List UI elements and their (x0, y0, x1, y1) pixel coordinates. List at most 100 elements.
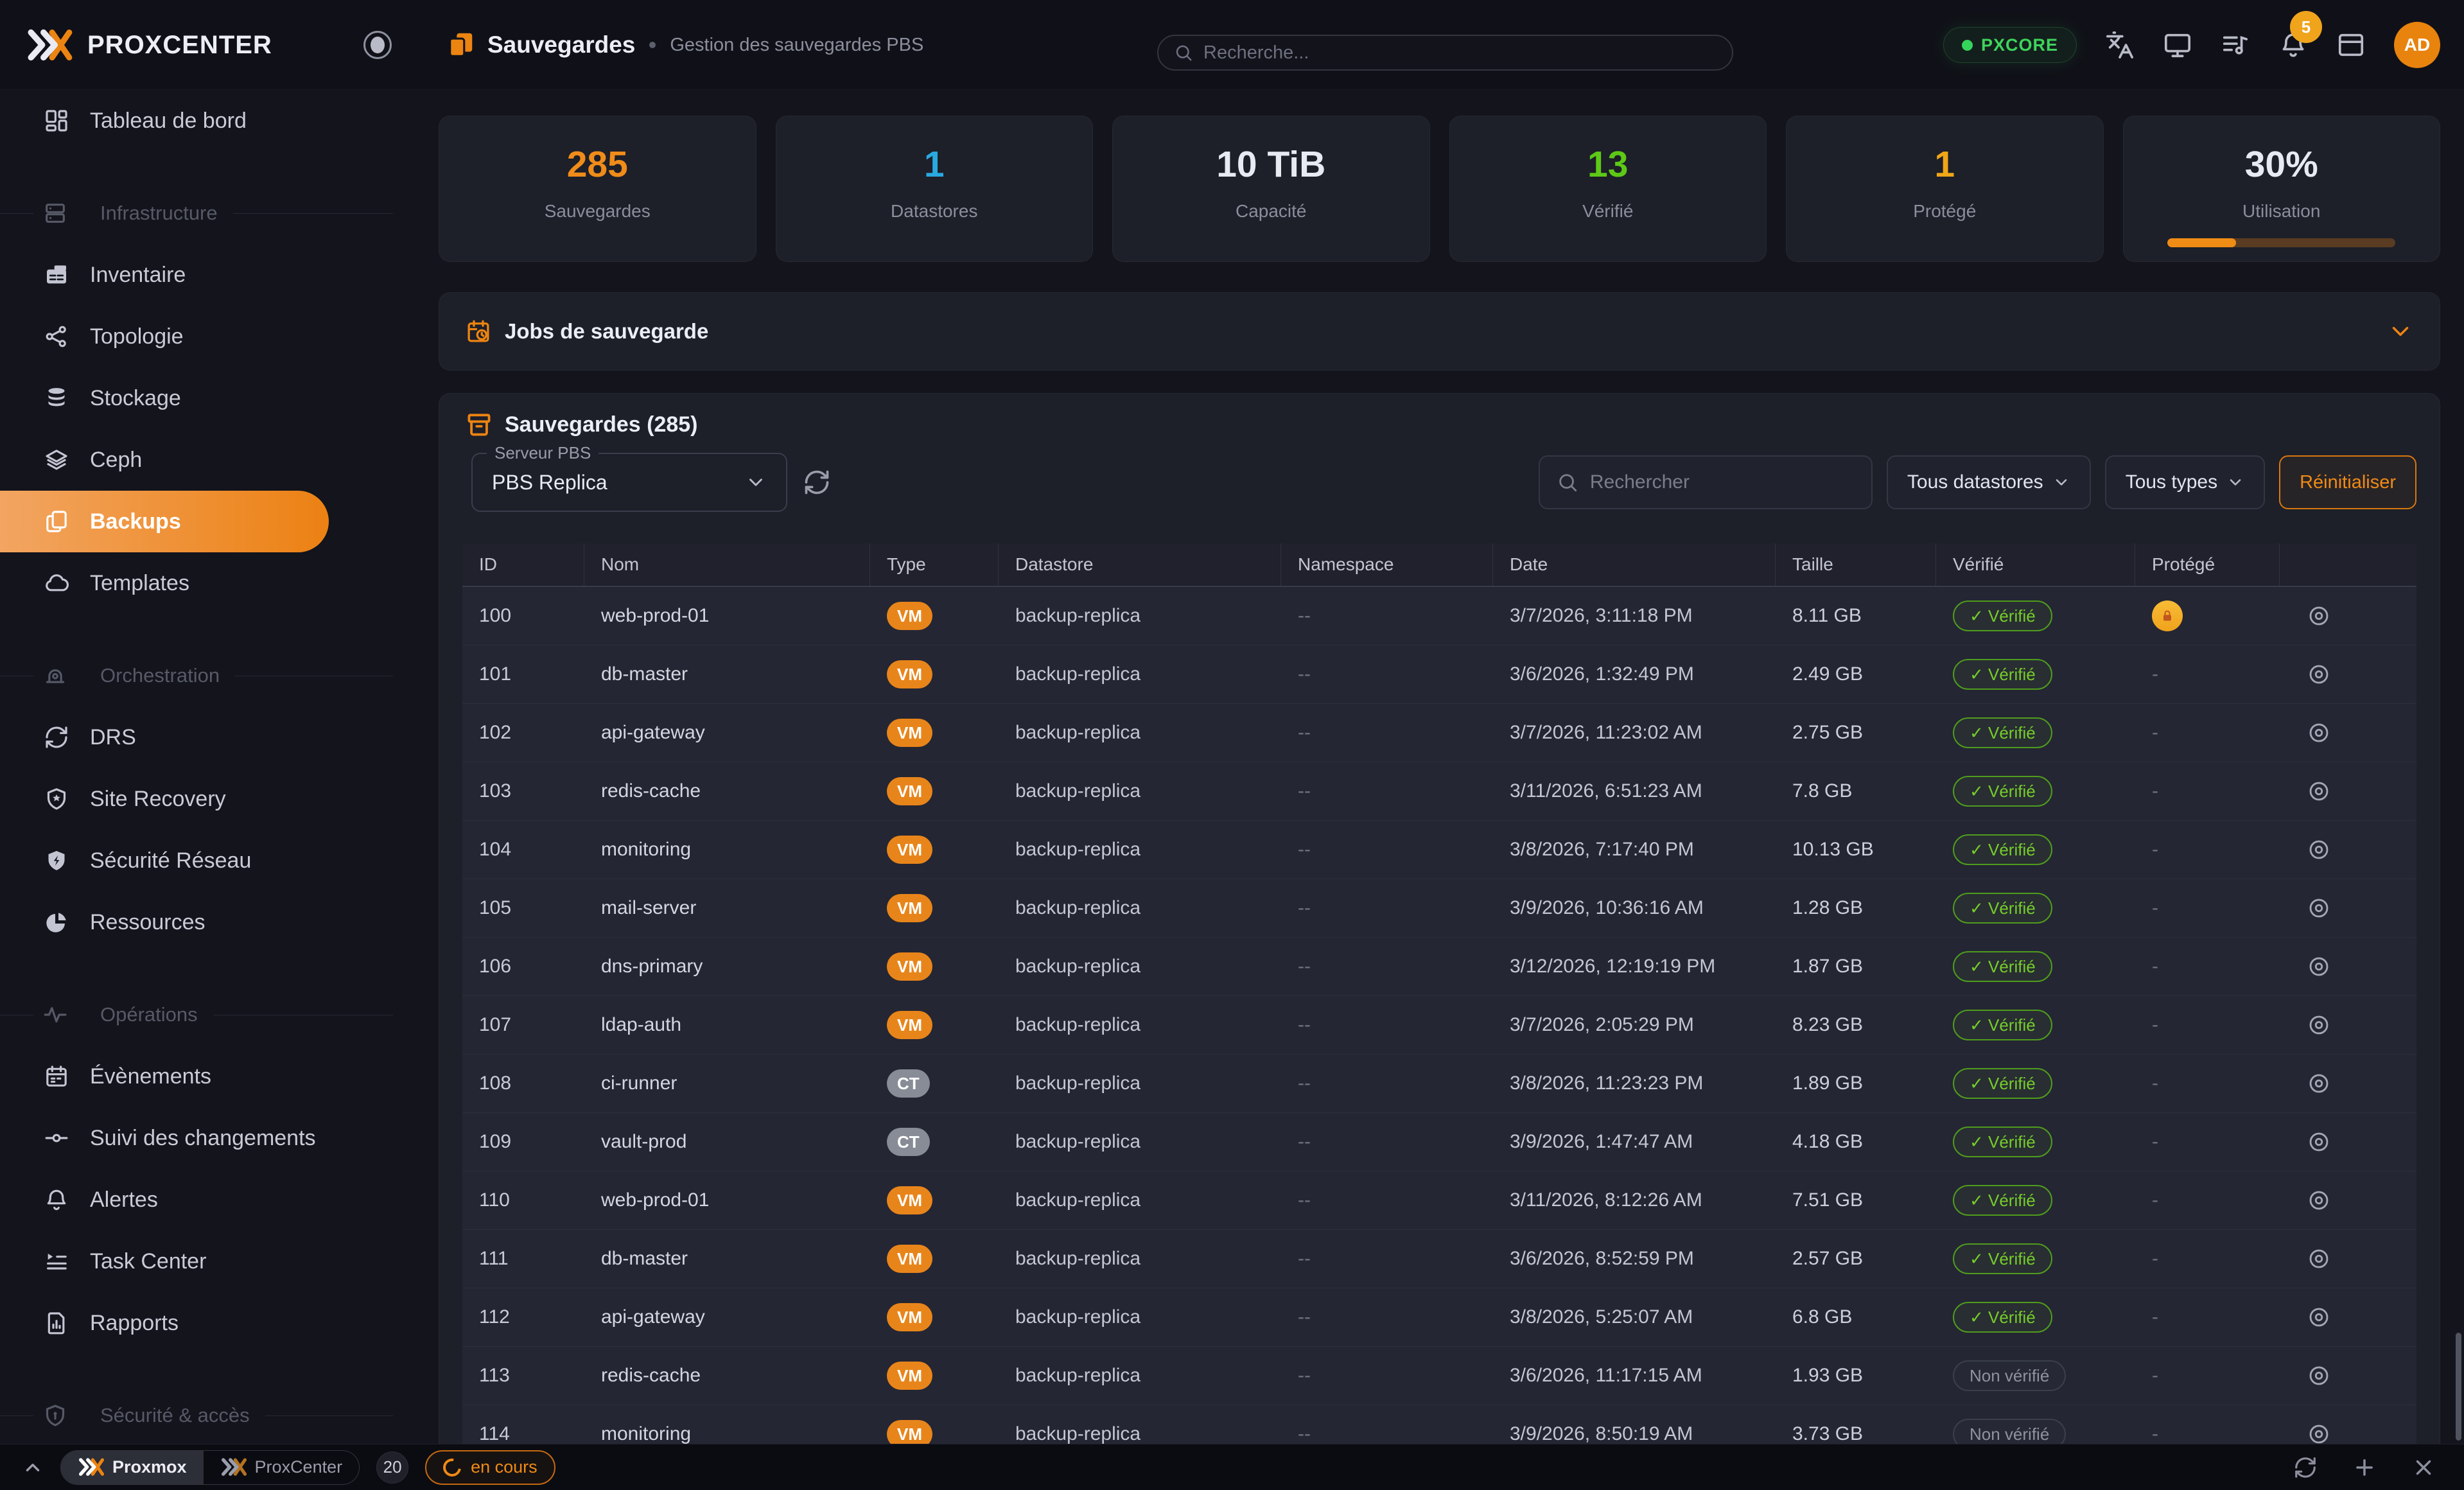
pbs-server-select[interactable]: Serveur PBS PBS Replica (471, 453, 787, 512)
table-row[interactable]: 105mail-serverVMbackup-replica--3/9/2026… (462, 879, 2416, 938)
sidebar-item-backups[interactable]: Backups (0, 491, 329, 552)
table-search[interactable] (1539, 455, 1873, 509)
table-row[interactable]: 109vault-prodCTbackup-replica--3/9/2026,… (462, 1113, 2416, 1171)
user-avatar[interactable]: AD (2394, 22, 2440, 68)
console-tab-proxmox[interactable]: Proxmox (61, 1451, 204, 1484)
type-badge: CT (887, 1128, 930, 1156)
sidebar-item-suivi-des-changements[interactable]: Suivi des changements (0, 1107, 424, 1169)
eye-icon[interactable] (2307, 1363, 2331, 1388)
table-row[interactable]: 111db-masterVMbackup-replica--3/6/2026, … (462, 1230, 2416, 1288)
eye-icon[interactable] (2307, 954, 2331, 979)
cell-datastore: backup-replica (999, 821, 1281, 879)
sidebar-item-stockage[interactable]: Stockage (0, 367, 424, 429)
eye-icon[interactable] (2307, 1188, 2331, 1213)
sidebar-item-topologie[interactable]: Topologie (0, 306, 424, 367)
cell-name: dns-primary (584, 938, 870, 995)
plus-icon[interactable] (2352, 1455, 2377, 1480)
sidebar-item-label: Inventaire (90, 263, 186, 288)
table-row[interactable]: 113redis-cacheVMbackup-replica--3/6/2026… (462, 1347, 2416, 1405)
notifications-bell-icon[interactable]: 5 (2278, 30, 2308, 60)
eye-icon[interactable] (2307, 721, 2331, 745)
table-row[interactable]: 104monitoringVMbackup-replica--3/8/2026,… (462, 821, 2416, 879)
sidebar-item-templates[interactable]: Templates (0, 552, 424, 614)
table-row[interactable]: 100web-prod-01VMbackup-replica--3/7/2026… (462, 587, 2416, 645)
stat-value: 30% (2245, 143, 2318, 186)
close-icon[interactable] (2411, 1455, 2436, 1480)
verified-badge: ✓ Vérifié (1953, 1126, 2052, 1157)
eye-icon[interactable] (2307, 662, 2331, 687)
table-row[interactable]: 112api-gatewayVMbackup-replica--3/8/2026… (462, 1288, 2416, 1347)
eye-icon[interactable] (2307, 1305, 2331, 1329)
eye-icon[interactable] (2307, 1247, 2331, 1271)
cell-datastore: backup-replica (999, 879, 1281, 937)
refresh-icon[interactable] (803, 468, 831, 496)
eye-icon[interactable] (2307, 896, 2331, 920)
table-search-input[interactable] (1590, 471, 1855, 493)
cell-protected: - (2135, 1347, 2280, 1405)
cell-namespace: -- (1281, 821, 1493, 879)
cell-name: ci-runner (584, 1055, 870, 1112)
global-search-input[interactable] (1203, 42, 1717, 64)
siterecovery-icon (44, 786, 69, 812)
cell-protected: - (2135, 1288, 2280, 1346)
table-row[interactable]: 108ci-runnerCTbackup-replica--3/8/2026, … (462, 1055, 2416, 1113)
sidebar-item-label: Évènements (90, 1064, 211, 1089)
eye-icon[interactable] (2307, 1130, 2331, 1154)
sidebar-item-site-recovery[interactable]: Site Recovery (0, 768, 424, 830)
type-filter-dropdown[interactable]: Tous types (2105, 455, 2265, 509)
global-search[interactable] (1157, 35, 1733, 71)
panel-layout-icon[interactable] (2336, 30, 2366, 60)
cell-name: ldap-auth (584, 996, 870, 1054)
sidebar-item-ressources[interactable]: Ressources (0, 891, 424, 953)
sidebar-item--v-nements[interactable]: Évènements (0, 1046, 424, 1107)
sidebar-item-inventaire[interactable]: Inventaire (0, 244, 424, 306)
table-row[interactable]: 107ldap-authVMbackup-replica--3/7/2026, … (462, 996, 2416, 1055)
chevron-down-icon (2052, 473, 2070, 491)
scrollbar-thumb[interactable] (2456, 1333, 2461, 1441)
sidebar-item-alertes[interactable]: Alertes (0, 1169, 424, 1231)
table-row[interactable]: 106dns-primaryVMbackup-replica--3/12/202… (462, 938, 2416, 996)
sidebar-item-task-center[interactable]: Task Center (0, 1231, 424, 1292)
datastore-filter-dropdown[interactable]: Tous datastores (1887, 455, 2091, 509)
refresh-icon[interactable] (2293, 1455, 2318, 1480)
in-progress-chip[interactable]: en cours (425, 1450, 555, 1485)
cell-name: db-master (584, 1230, 870, 1288)
sidebar-item-s-curit-r-seau[interactable]: Sécurité Réseau (0, 830, 424, 891)
eye-icon[interactable] (2307, 837, 2331, 862)
cell-name: api-gateway (584, 1288, 870, 1346)
app-logo: PROXCENTER (26, 0, 272, 90)
task-count-badge[interactable]: 20 (376, 1451, 408, 1484)
sidebar-collapse-toggle[interactable] (363, 31, 392, 59)
cell-namespace: -- (1281, 879, 1493, 937)
pxcore-status-chip[interactable]: PXCORE (1943, 27, 2077, 63)
eye-icon[interactable] (2307, 1071, 2331, 1096)
table-row[interactable]: 110web-prod-01VMbackup-replica--3/11/202… (462, 1171, 2416, 1230)
cell-id: 113 (462, 1347, 584, 1405)
sidebar-item-rapports[interactable]: Rapports (0, 1292, 424, 1354)
language-icon[interactable] (2105, 30, 2135, 60)
monitor-icon[interactable] (2163, 30, 2192, 60)
eye-icon[interactable] (2307, 1422, 2331, 1446)
task-log-icon[interactable] (2221, 30, 2250, 60)
operations-icon (42, 1002, 68, 1028)
column-header-taille: Taille (1776, 543, 1936, 586)
cell-datastore: backup-replica (999, 1171, 1281, 1229)
sidebar-section-orchestration: Orchestration (0, 645, 424, 706)
table-row[interactable]: 101db-masterVMbackup-replica--3/6/2026, … (462, 645, 2416, 704)
cell-id: 110 (462, 1171, 584, 1229)
sidebar-item-ceph[interactable]: Ceph (0, 429, 424, 491)
eye-icon[interactable] (2307, 779, 2331, 803)
sidebar-item-drs[interactable]: DRS (0, 706, 424, 768)
chevron-up-icon[interactable] (22, 1457, 44, 1478)
sidebar-item-tableau-de-bord[interactable]: Tableau de bord (0, 90, 424, 152)
reset-filters-button[interactable]: Réinitialiser (2279, 455, 2416, 509)
verified-badge: ✓ Vérifié (1953, 776, 2052, 807)
console-tab-proxcenter[interactable]: ProxCenter (204, 1451, 360, 1484)
sidebar-nav: Tableau de bordInfrastructureInventaireT… (0, 90, 424, 1446)
eye-icon[interactable] (2307, 604, 2331, 628)
table-row[interactable]: 103redis-cacheVMbackup-replica--3/11/202… (462, 762, 2416, 821)
table-row[interactable]: 102api-gatewayVMbackup-replica--3/7/2026… (462, 704, 2416, 762)
eye-icon[interactable] (2307, 1013, 2331, 1037)
backup-jobs-panel-header[interactable]: Jobs de sauvegarde (439, 292, 2440, 371)
search-icon (1174, 43, 1193, 62)
